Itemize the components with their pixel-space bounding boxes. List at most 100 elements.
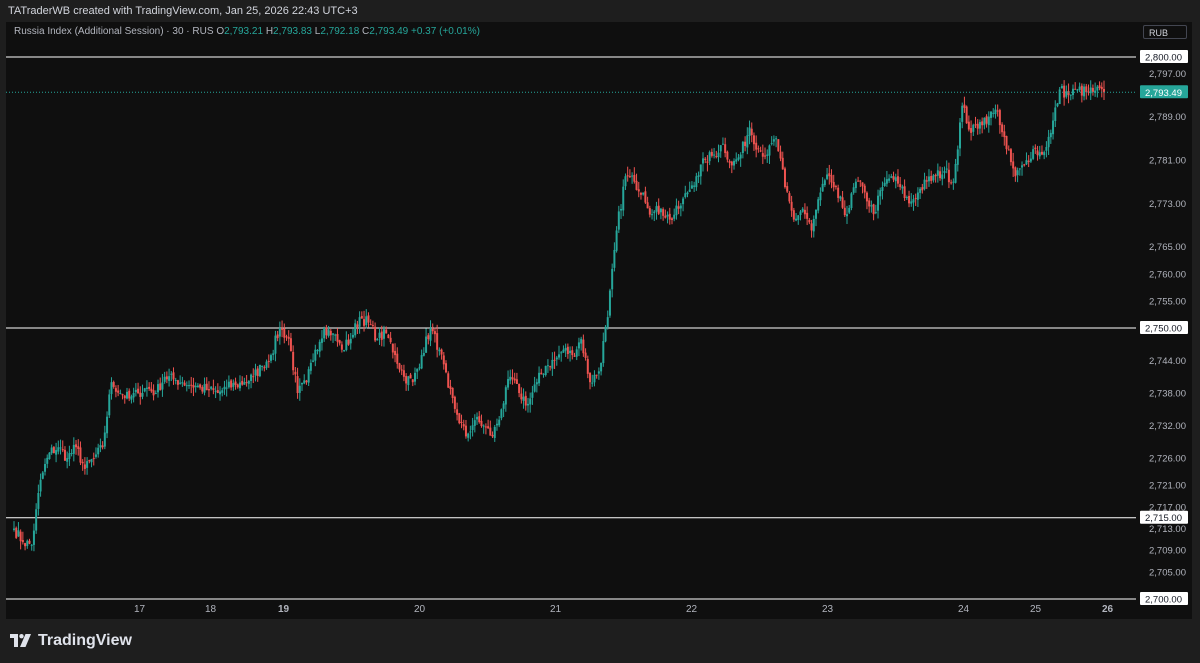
candle-body	[276, 334, 279, 339]
candle-body	[119, 393, 122, 395]
candle-body	[739, 154, 742, 159]
chart-pane[interactable]	[6, 22, 1192, 619]
candle-body	[535, 382, 538, 385]
candle-body	[998, 110, 1001, 126]
candle-body	[440, 349, 443, 355]
candle-body	[515, 379, 518, 384]
candle-body	[101, 445, 104, 448]
candle-body	[345, 339, 348, 351]
candle-body	[418, 367, 421, 369]
candle-body	[425, 336, 428, 353]
candle-body	[476, 416, 479, 420]
candle-body	[495, 423, 498, 426]
candle-body	[152, 390, 155, 396]
candle-body	[181, 382, 184, 384]
candle-body	[68, 453, 71, 459]
candle-body	[487, 426, 490, 429]
candle-body	[963, 104, 966, 108]
candle-body	[686, 192, 689, 195]
candle-body	[826, 174, 829, 179]
candle-body	[170, 373, 173, 375]
candle-body	[551, 359, 554, 369]
candle-body	[380, 331, 383, 340]
candle-body	[431, 328, 434, 332]
candle-body	[1091, 87, 1094, 92]
candle-body	[332, 333, 335, 335]
candle-body	[296, 376, 299, 394]
candle-body	[157, 384, 160, 393]
candle-body	[143, 388, 146, 392]
candle-body	[648, 208, 651, 215]
candle-body	[651, 214, 654, 216]
x-tick-label: 25	[1030, 604, 1042, 615]
candle-body	[921, 187, 924, 191]
candle-body	[874, 212, 877, 214]
last-price-badge	[1140, 85, 1188, 99]
candle-body	[821, 183, 824, 192]
candle-body	[411, 379, 414, 383]
candle-body	[839, 196, 842, 199]
candle-body	[340, 344, 343, 350]
candle-body	[644, 191, 647, 203]
candle-body	[690, 185, 693, 189]
candle-body	[66, 458, 69, 462]
candle-body	[99, 445, 102, 448]
candle-body	[930, 175, 933, 181]
candle-body	[258, 364, 261, 377]
candle-body	[606, 317, 609, 328]
candle-body	[272, 353, 275, 355]
candle-body	[890, 176, 893, 178]
tradingview-brand[interactable]: TradingView	[10, 632, 132, 650]
candle-body	[336, 334, 339, 342]
candle-body	[289, 338, 292, 352]
candle-body	[469, 431, 472, 433]
candle-body	[287, 336, 290, 339]
candle-body	[646, 202, 649, 209]
candle-body	[420, 355, 423, 369]
candle-body	[639, 192, 642, 195]
candle-body	[445, 363, 448, 373]
x-tick-label: 22	[686, 604, 698, 615]
candle-body	[571, 350, 574, 356]
candle-body	[449, 386, 452, 389]
candle-body	[857, 180, 860, 182]
candlestick-chart[interactable]: 2,797.00 2,789.00 2,781.00 2,773.00 2,765.00…	[6, 22, 1192, 619]
candle-body	[1094, 90, 1097, 93]
candle-body	[294, 371, 297, 375]
candle-body	[814, 209, 817, 219]
candle-body	[464, 425, 467, 437]
candle-body	[1029, 158, 1032, 162]
candle-body	[37, 492, 40, 509]
candle-body	[429, 328, 432, 341]
candle-body	[684, 193, 687, 198]
candle-body	[992, 112, 995, 114]
candle-body	[967, 121, 970, 130]
level-badge	[1140, 50, 1188, 63]
candle-body	[238, 382, 241, 389]
candle-body	[458, 413, 461, 424]
candle-body	[1047, 136, 1050, 148]
candle-body	[850, 193, 853, 208]
candle-body	[1012, 161, 1015, 169]
candle-body	[834, 186, 837, 188]
candle-body	[746, 135, 749, 148]
candle-body	[427, 335, 430, 340]
candle-body	[954, 163, 957, 183]
candle-body	[877, 195, 880, 211]
candle-body	[205, 383, 208, 391]
candle-body	[292, 351, 295, 371]
candle-body	[533, 384, 536, 392]
candle-body	[542, 373, 545, 375]
candle-body	[925, 180, 928, 182]
currency-button[interactable]: RUB	[1143, 25, 1187, 39]
candle-body	[555, 357, 558, 360]
candle-body	[172, 372, 175, 380]
candle-body	[755, 142, 758, 150]
candle-body	[83, 464, 86, 469]
candle-body	[894, 177, 897, 182]
candle-body	[633, 174, 636, 182]
candle-body	[509, 376, 512, 381]
candle-body	[94, 454, 97, 457]
candle-body	[30, 544, 33, 546]
candle-body	[553, 359, 556, 361]
